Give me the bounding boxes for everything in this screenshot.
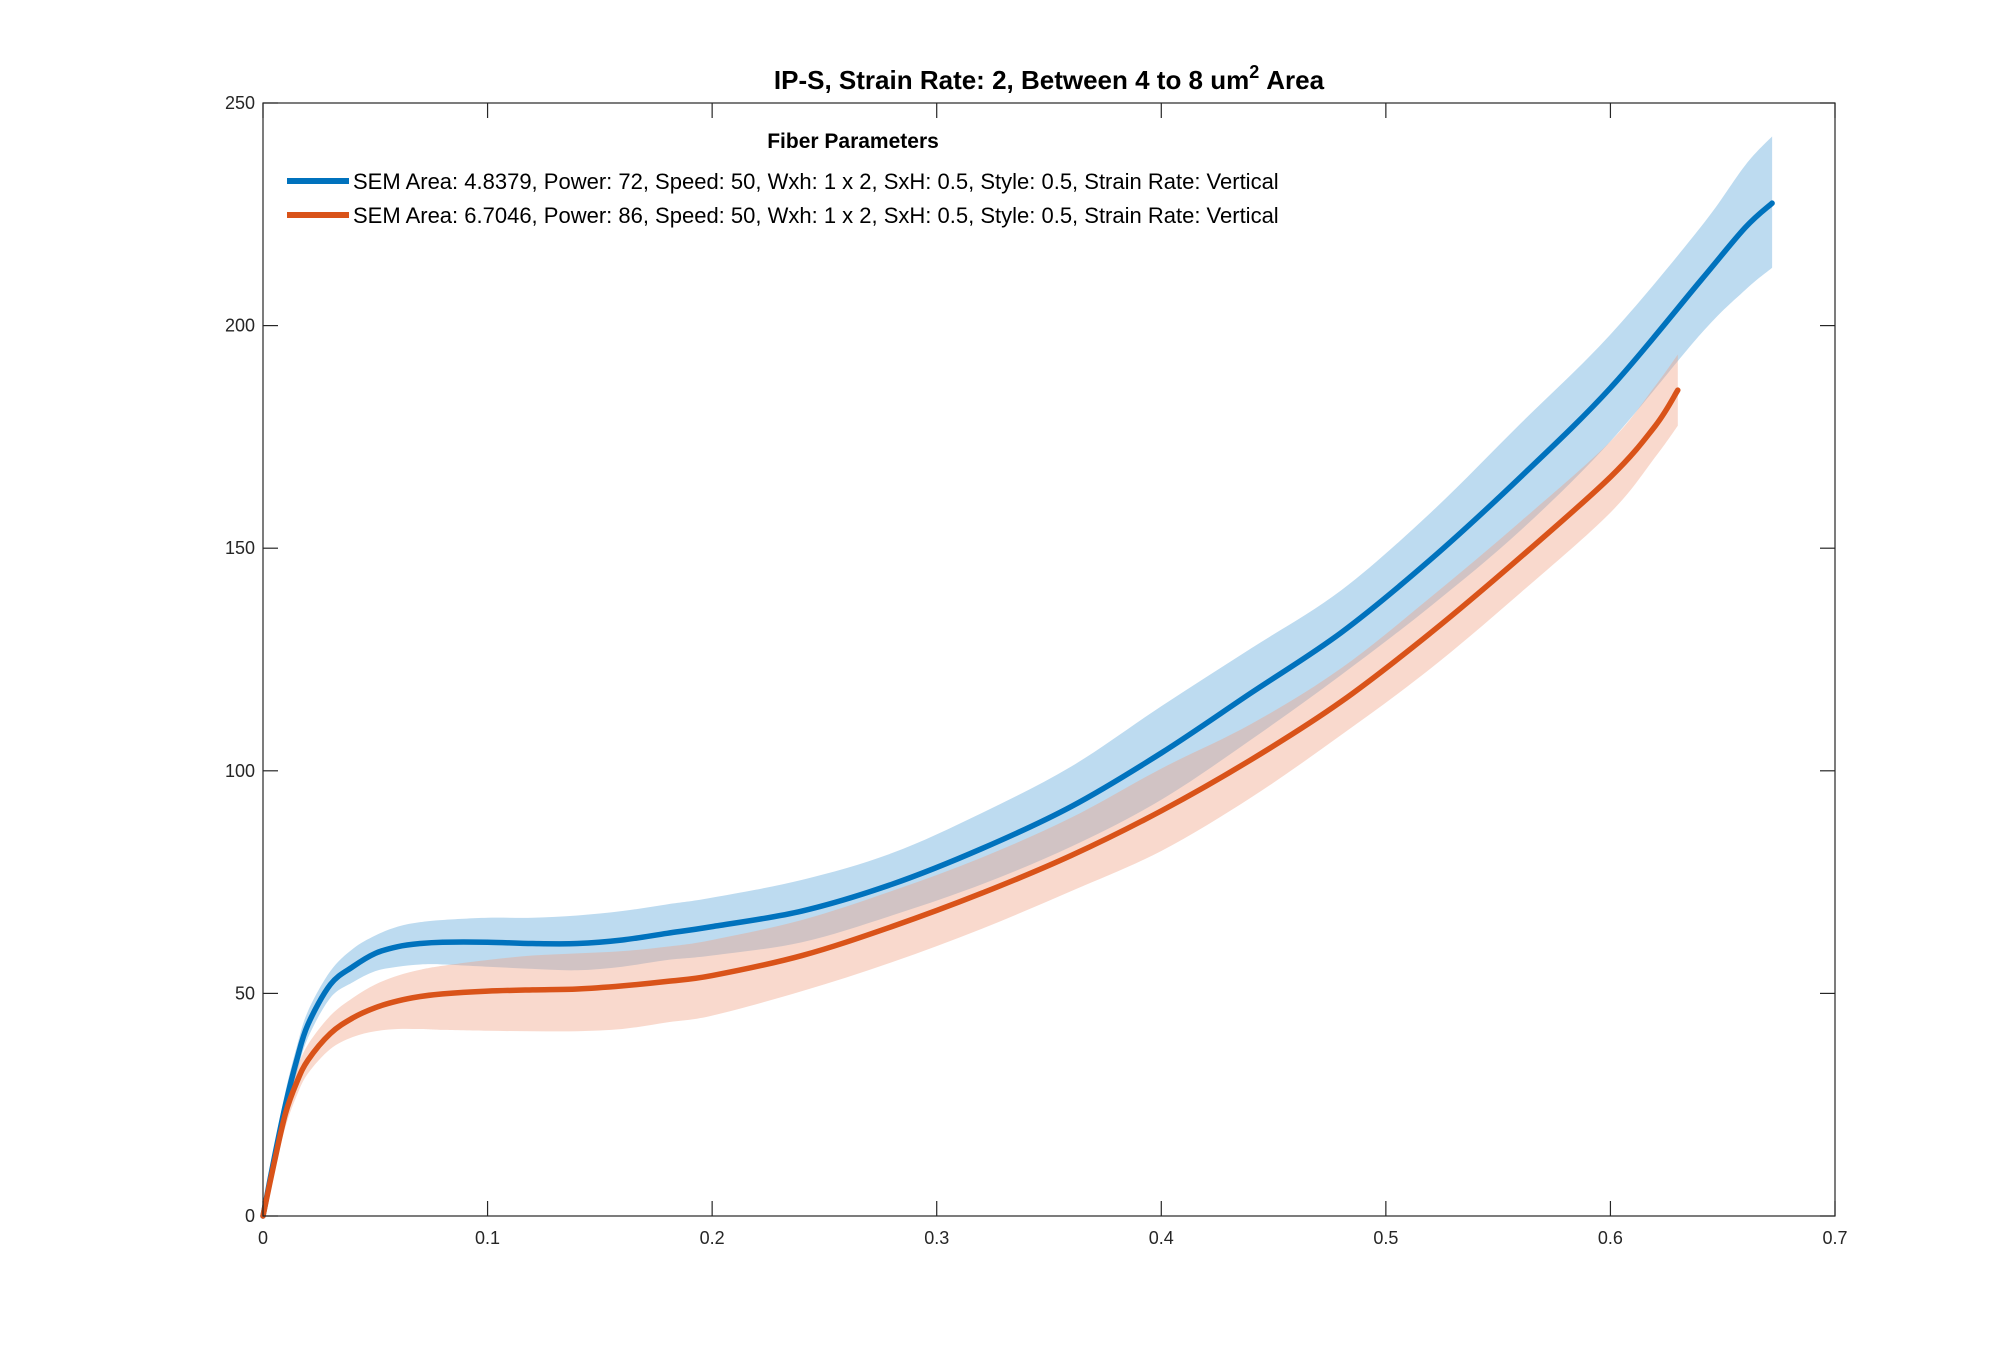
x-tick-label: 0: [258, 1228, 268, 1248]
series-lines: [260, 200, 1775, 1219]
y-tick-label: 100: [225, 761, 255, 781]
x-axis: 0 0.1 0.2 0.3 0.4 0.5 0.6 0.7: [258, 103, 1848, 1248]
y-tick-label: 0: [245, 1206, 255, 1226]
legend-label-series-2: SEM Area: 6.7046, Power: 86, Speed: 50, …: [353, 203, 1279, 228]
y-tick-label: 200: [225, 316, 255, 336]
chart-title-main: IP-S, Strain Rate: 2, Between 4 to 8 um: [774, 65, 1249, 95]
confidence-band-series-2: [263, 354, 1678, 1216]
chart-title-suffix: Area: [1266, 65, 1324, 95]
legend-label-series-1: SEM Area: 4.8379, Power: 72, Speed: 50, …: [353, 169, 1279, 194]
y-tick-label: 250: [225, 93, 255, 113]
x-tick-label: 0.7: [1822, 1228, 1847, 1248]
x-tick-label: 0.3: [924, 1228, 949, 1248]
y-tick-label: 150: [225, 538, 255, 558]
chart-title-superscript: 2: [1249, 62, 1259, 82]
chart-title: IP-S, Strain Rate: 2, Between 4 to 8 um2…: [774, 62, 1325, 95]
x-tick-label: 0.5: [1373, 1228, 1398, 1248]
x-tick-label: 0.2: [700, 1228, 725, 1248]
series-line-1: [260, 200, 1775, 1219]
y-tick-label: 50: [235, 983, 255, 1003]
y-axis: 0 50 100 150 200 250: [225, 93, 1835, 1226]
legend-title: Fiber Parameters: [767, 130, 939, 153]
x-tick-label: 0.4: [1149, 1228, 1174, 1248]
x-tick-label: 0.1: [475, 1228, 500, 1248]
confidence-band-series-1: [263, 136, 1773, 1216]
axes-box: [262, 102, 1836, 1217]
x-tick-label: 0.6: [1598, 1228, 1623, 1248]
confidence-bands: [263, 136, 1773, 1216]
plot-area: [263, 103, 1835, 1216]
series-line-2: [260, 387, 1681, 1219]
legend: Fiber Parameters SEM Area: 4.8379, Power…: [287, 130, 1279, 228]
